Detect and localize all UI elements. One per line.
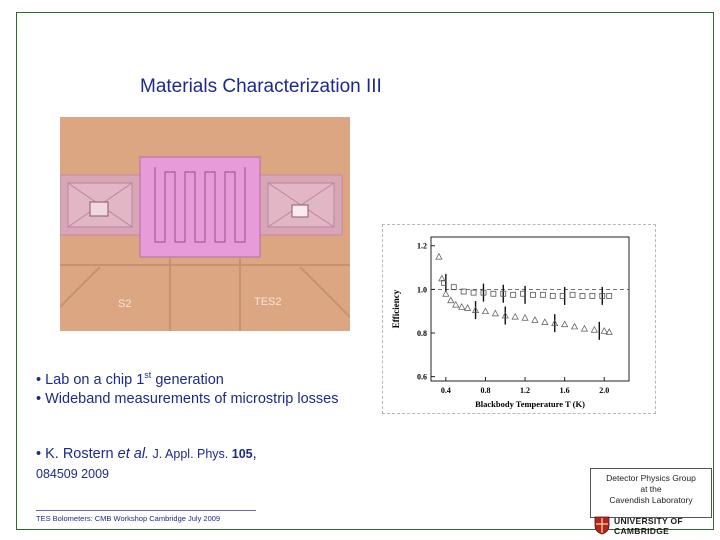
bullet-list: • Lab on a chip 1st generation • Wideban… — [36, 366, 356, 409]
data-point-square — [450, 284, 457, 291]
data-point-triangle — [464, 304, 472, 311]
plot-axes-frame — [430, 236, 630, 382]
y-tick-label: 1.0 — [417, 285, 427, 294]
bullet-item: • Wideband measurements of microstrip lo… — [36, 390, 339, 407]
affiliation-box: Detector Physics Group at the Cavendish … — [590, 468, 712, 518]
data-point-triangle — [531, 316, 539, 323]
citation: • K. Rostern et al. J. Appl. Phys. 105, … — [36, 446, 257, 481]
data-point-square — [490, 290, 497, 297]
x-tick-label: 0.4 — [441, 386, 451, 395]
data-point-square — [510, 291, 517, 298]
cambridge-logo: UNIVERSITY OF CAMBRIDGE — [592, 516, 708, 536]
data-point-square — [589, 293, 596, 299]
data-point-square — [470, 289, 477, 296]
data-point-triangle — [481, 307, 490, 315]
data-point-square — [559, 293, 566, 299]
logo-line1: UNIVERSITY OF — [614, 516, 683, 526]
data-point-triangle — [501, 311, 509, 319]
data-point-square — [530, 291, 536, 298]
photo-label-s2: S2 — [118, 298, 131, 310]
data-point-triangle — [580, 324, 589, 332]
slide-footer: TES Bolometers: CMB Workshop Cambridge J… — [36, 510, 256, 523]
data-point-triangle — [561, 320, 569, 328]
data-point-triangle — [442, 289, 450, 297]
data-point-square — [440, 279, 447, 286]
x-tick-label: 1.6 — [560, 386, 570, 395]
crest-icon — [594, 516, 610, 535]
data-point-triangle — [435, 252, 443, 260]
data-point-triangle — [471, 306, 480, 313]
data-point-square — [599, 293, 606, 299]
data-point-triangle — [438, 274, 446, 282]
data-point-square — [606, 293, 613, 299]
data-point-triangle — [605, 328, 613, 335]
x-axis-label: Blackbody Temperature T (K) — [475, 399, 585, 409]
photo-label-tes2: TES2 — [254, 296, 282, 308]
efficiency-chart-svg: 0.4 0.8 1.2 1.6 2.0 0.6 0.8 1.0 1.2 Blackbody Tem… — [391, 236, 630, 409]
logo-line2: CAMBRIDGE — [614, 526, 670, 536]
bullet-item: • Lab on a chip 1st generation — [36, 370, 224, 388]
data-point-triangle — [452, 300, 460, 308]
chip-micrograph: S2 TES2 — [60, 117, 350, 331]
y-axis-label: Efficiency — [391, 289, 401, 328]
slide-frame — [16, 12, 714, 530]
data-point-square — [460, 288, 467, 295]
efficiency-plot: 0.4 0.8 1.2 1.6 2.0 0.6 0.8 1.0 1.2 Blackbody Tem… — [382, 224, 656, 414]
data-point-triangle — [491, 309, 499, 317]
data-point-triangle — [551, 319, 559, 327]
data-point-triangle — [600, 327, 608, 334]
x-tick-label: 2.0 — [599, 386, 609, 395]
y-tick-label: 0.6 — [417, 373, 427, 382]
data-point-square — [579, 293, 586, 299]
data-point-square — [539, 291, 546, 298]
data-point-triangle — [541, 318, 549, 325]
slide-title: Materials Characterization III — [140, 76, 382, 97]
data-point-triangle — [447, 296, 455, 304]
data-point-square — [549, 293, 556, 299]
data-point-triangle — [511, 312, 519, 320]
data-point-square — [500, 290, 507, 297]
data-point-square — [569, 291, 576, 298]
data-point-triangle — [590, 325, 598, 333]
data-point-triangle — [458, 303, 466, 310]
data-point-square — [480, 289, 487, 296]
y-tick-label: 0.8 — [417, 329, 427, 338]
y-tick-label: 1.2 — [417, 242, 427, 251]
data-point-triangle — [570, 322, 579, 330]
x-tick-label: 1.2 — [520, 386, 530, 395]
x-tick-label: 0.8 — [480, 386, 490, 395]
data-point-triangle — [521, 313, 529, 321]
data-point-square — [520, 290, 526, 297]
